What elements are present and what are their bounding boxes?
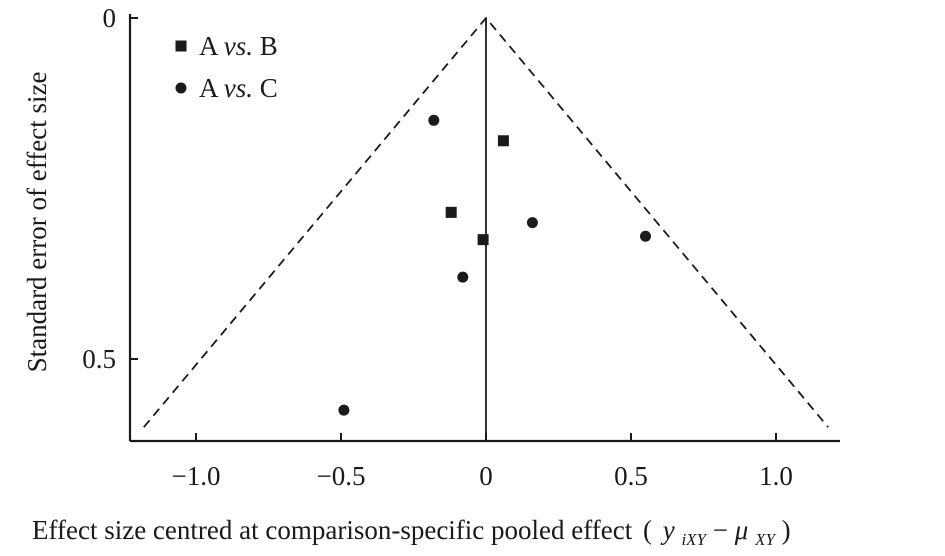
x-axis-title-y-subscript: iXY — [681, 530, 707, 549]
legend-label: A vs. B — [199, 31, 278, 61]
data-point-square — [445, 206, 457, 218]
legend-label: A vs. C — [199, 73, 278, 103]
x-tick-label: 0 — [479, 461, 493, 491]
data-point-square — [497, 135, 509, 147]
legend-marker-square — [175, 40, 187, 52]
x-axis-title-minus: − — [713, 515, 728, 545]
data-point-circle — [457, 271, 469, 283]
y-axis-ticks: 00.5 — [82, 3, 138, 374]
legend-marker-circle — [175, 82, 187, 94]
x-tick-label: −0.5 — [317, 461, 366, 491]
data-points — [338, 114, 651, 416]
x-axis-title-text: Effect size centred at comparison-specif… — [32, 515, 633, 545]
data-point-circle — [640, 230, 651, 242]
x-axis-title: Effect size centred at comparison-specif… — [32, 515, 791, 551]
x-tick-label: 0.5 — [614, 461, 648, 491]
data-point-circle — [338, 404, 350, 416]
x-axis-title-y: y — [660, 515, 675, 545]
x-tick-label: −1.0 — [172, 461, 221, 491]
x-axis-title-open-paren: ( — [643, 515, 652, 545]
legend: A vs. B A vs. C — [175, 31, 278, 103]
x-tick-label: 1.0 — [759, 461, 793, 491]
x-axis-title-mu: μ — [734, 515, 749, 545]
y-tick-label: 0 — [103, 3, 117, 33]
data-point-circle — [526, 217, 538, 229]
x-axis-ticks: −1.0 −0.5 0 0.5 1.0 — [172, 433, 793, 491]
y-tick-label: 0.5 — [82, 344, 116, 374]
y-axis-title: Standard error of effect size — [22, 72, 52, 373]
data-point-circle — [428, 114, 440, 126]
x-axis-title-close-paren: ) — [782, 515, 791, 545]
x-axis-title-mu-subscript: XY — [754, 530, 776, 549]
data-point-square — [477, 234, 489, 246]
